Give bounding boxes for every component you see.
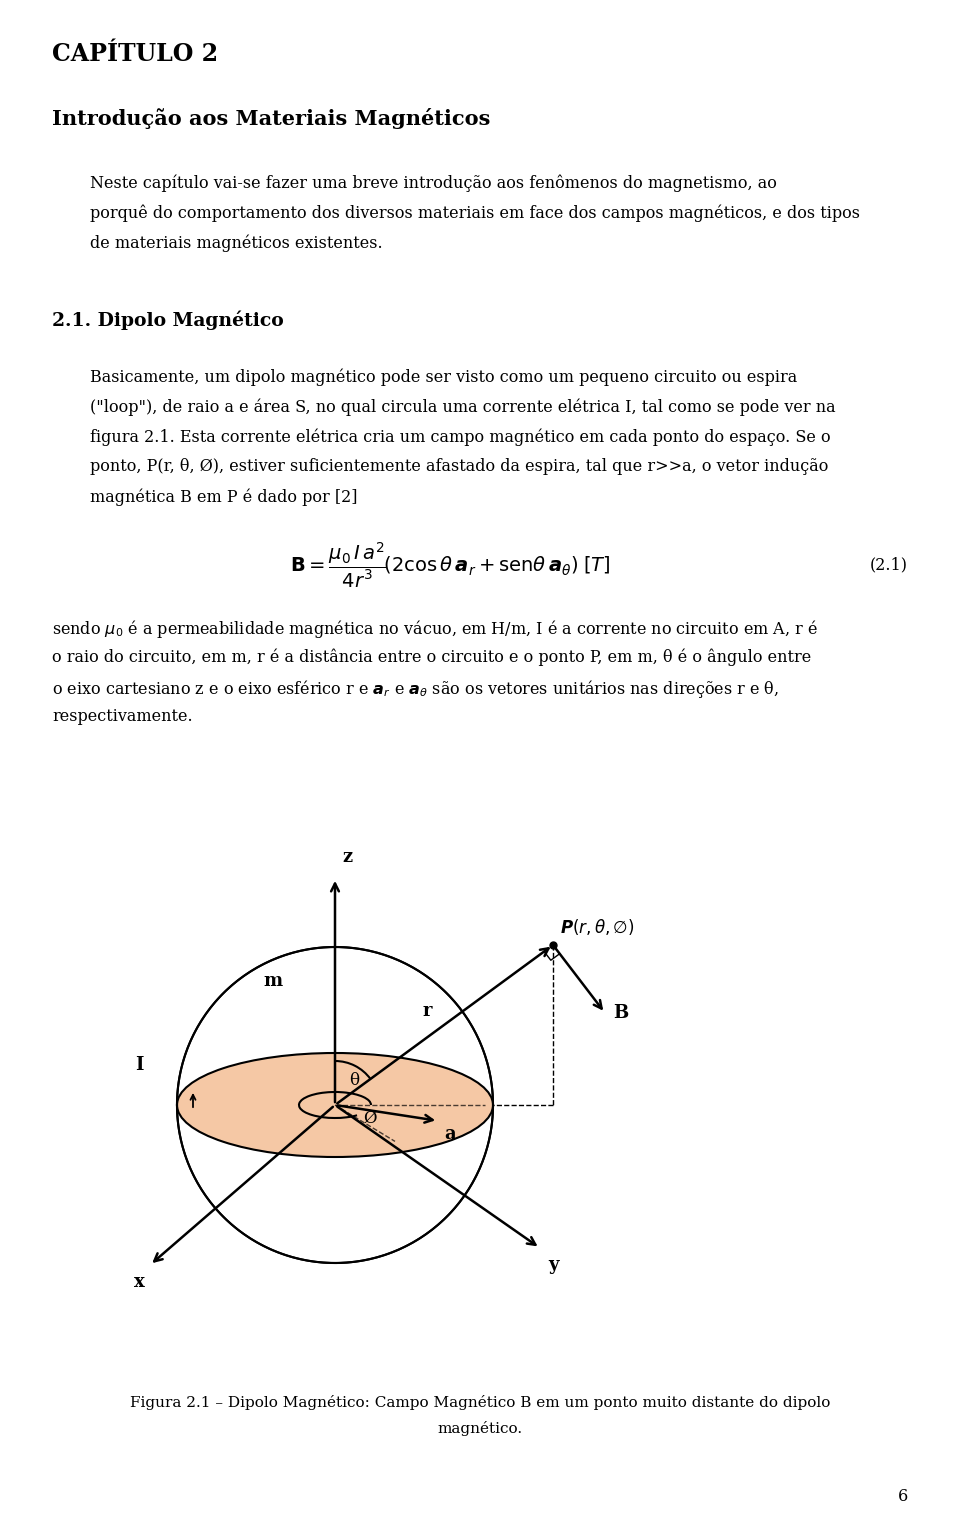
Text: Introdução aos Materiais Magnéticos: Introdução aos Materiais Magnéticos [52,108,491,129]
Text: z: z [342,848,352,866]
Text: Neste capítulo vai-se fazer uma breve introdução aos fenômenos do magnetismo, ao: Neste capítulo vai-se fazer uma breve in… [90,175,777,193]
Text: o raio do circuito, em m, r é a distância entre o circuito e o ponto P, em m, θ : o raio do circuito, em m, r é a distânci… [52,649,811,665]
Text: $\boldsymbol{P}(r,\theta,\varnothing)$: $\boldsymbol{P}(r,\theta,\varnothing)$ [560,917,635,937]
Text: y: y [548,1256,559,1274]
Text: m: m [263,972,282,990]
Text: x: x [134,1273,145,1291]
Text: respectivamente.: respectivamente. [52,708,193,725]
Text: B: B [613,1004,628,1022]
Text: Basicamente, um dipolo magnético pode ser visto como um pequeno circuito ou espi: Basicamente, um dipolo magnético pode se… [90,368,797,386]
Text: CAPÍTULO 2: CAPÍTULO 2 [52,43,218,65]
Text: 2.1. Dipolo Magnético: 2.1. Dipolo Magnético [52,310,284,330]
Text: I: I [135,1056,143,1074]
Text: magnético.: magnético. [438,1420,522,1435]
Text: (2.1): (2.1) [870,556,908,574]
Text: $\mathbf{B} = \dfrac{\mu_0\,I\,a^2}{4r^3}\!\left(2\cos\theta\,\boldsymbol{a}_r +: $\mathbf{B} = \dfrac{\mu_0\,I\,a^2}{4r^3… [290,541,611,589]
Text: 6: 6 [898,1489,908,1505]
Text: porquê do comportamento dos diversos materiais em face dos campos magnéticos, e : porquê do comportamento dos diversos mat… [90,205,860,222]
Text: ponto, P(r, θ, Ø), estiver suficientemente afastado da espira, tal que r>>a, o v: ponto, P(r, θ, Ø), estiver suficientemen… [90,459,828,475]
Text: o eixo cartesiano z e o eixo esférico r e $\boldsymbol{a}_r$ e $\boldsymbol{a}_\: o eixo cartesiano z e o eixo esférico r … [52,677,780,700]
Text: Figura 2.1 – Dipolo Magnético: Campo Magnético B em um ponto muito distante do d: Figura 2.1 – Dipolo Magnético: Campo Mag… [130,1394,830,1410]
Text: sendo $\mu_0$ é a permeabilidade magnética no vácuo, em H/m, I é a corrente no c: sendo $\mu_0$ é a permeabilidade magnéti… [52,618,818,639]
Text: r: r [422,1003,432,1019]
Text: magnética B em P é dado por [2]: magnética B em P é dado por [2] [90,488,357,506]
Text: Ø: Ø [363,1110,376,1127]
Text: ("loop"), de raio a e área S, no qual circula uma corrente elétrica I, tal como : ("loop"), de raio a e área S, no qual ci… [90,398,835,416]
Text: figura 2.1. Esta corrente elétrica cria um campo magnético em cada ponto do espa: figura 2.1. Esta corrente elétrica cria … [90,428,830,445]
Text: θ: θ [349,1072,359,1089]
Text: a: a [444,1126,456,1142]
Text: de materiais magnéticos existentes.: de materiais magnéticos existentes. [90,235,383,252]
Ellipse shape [177,1053,493,1157]
